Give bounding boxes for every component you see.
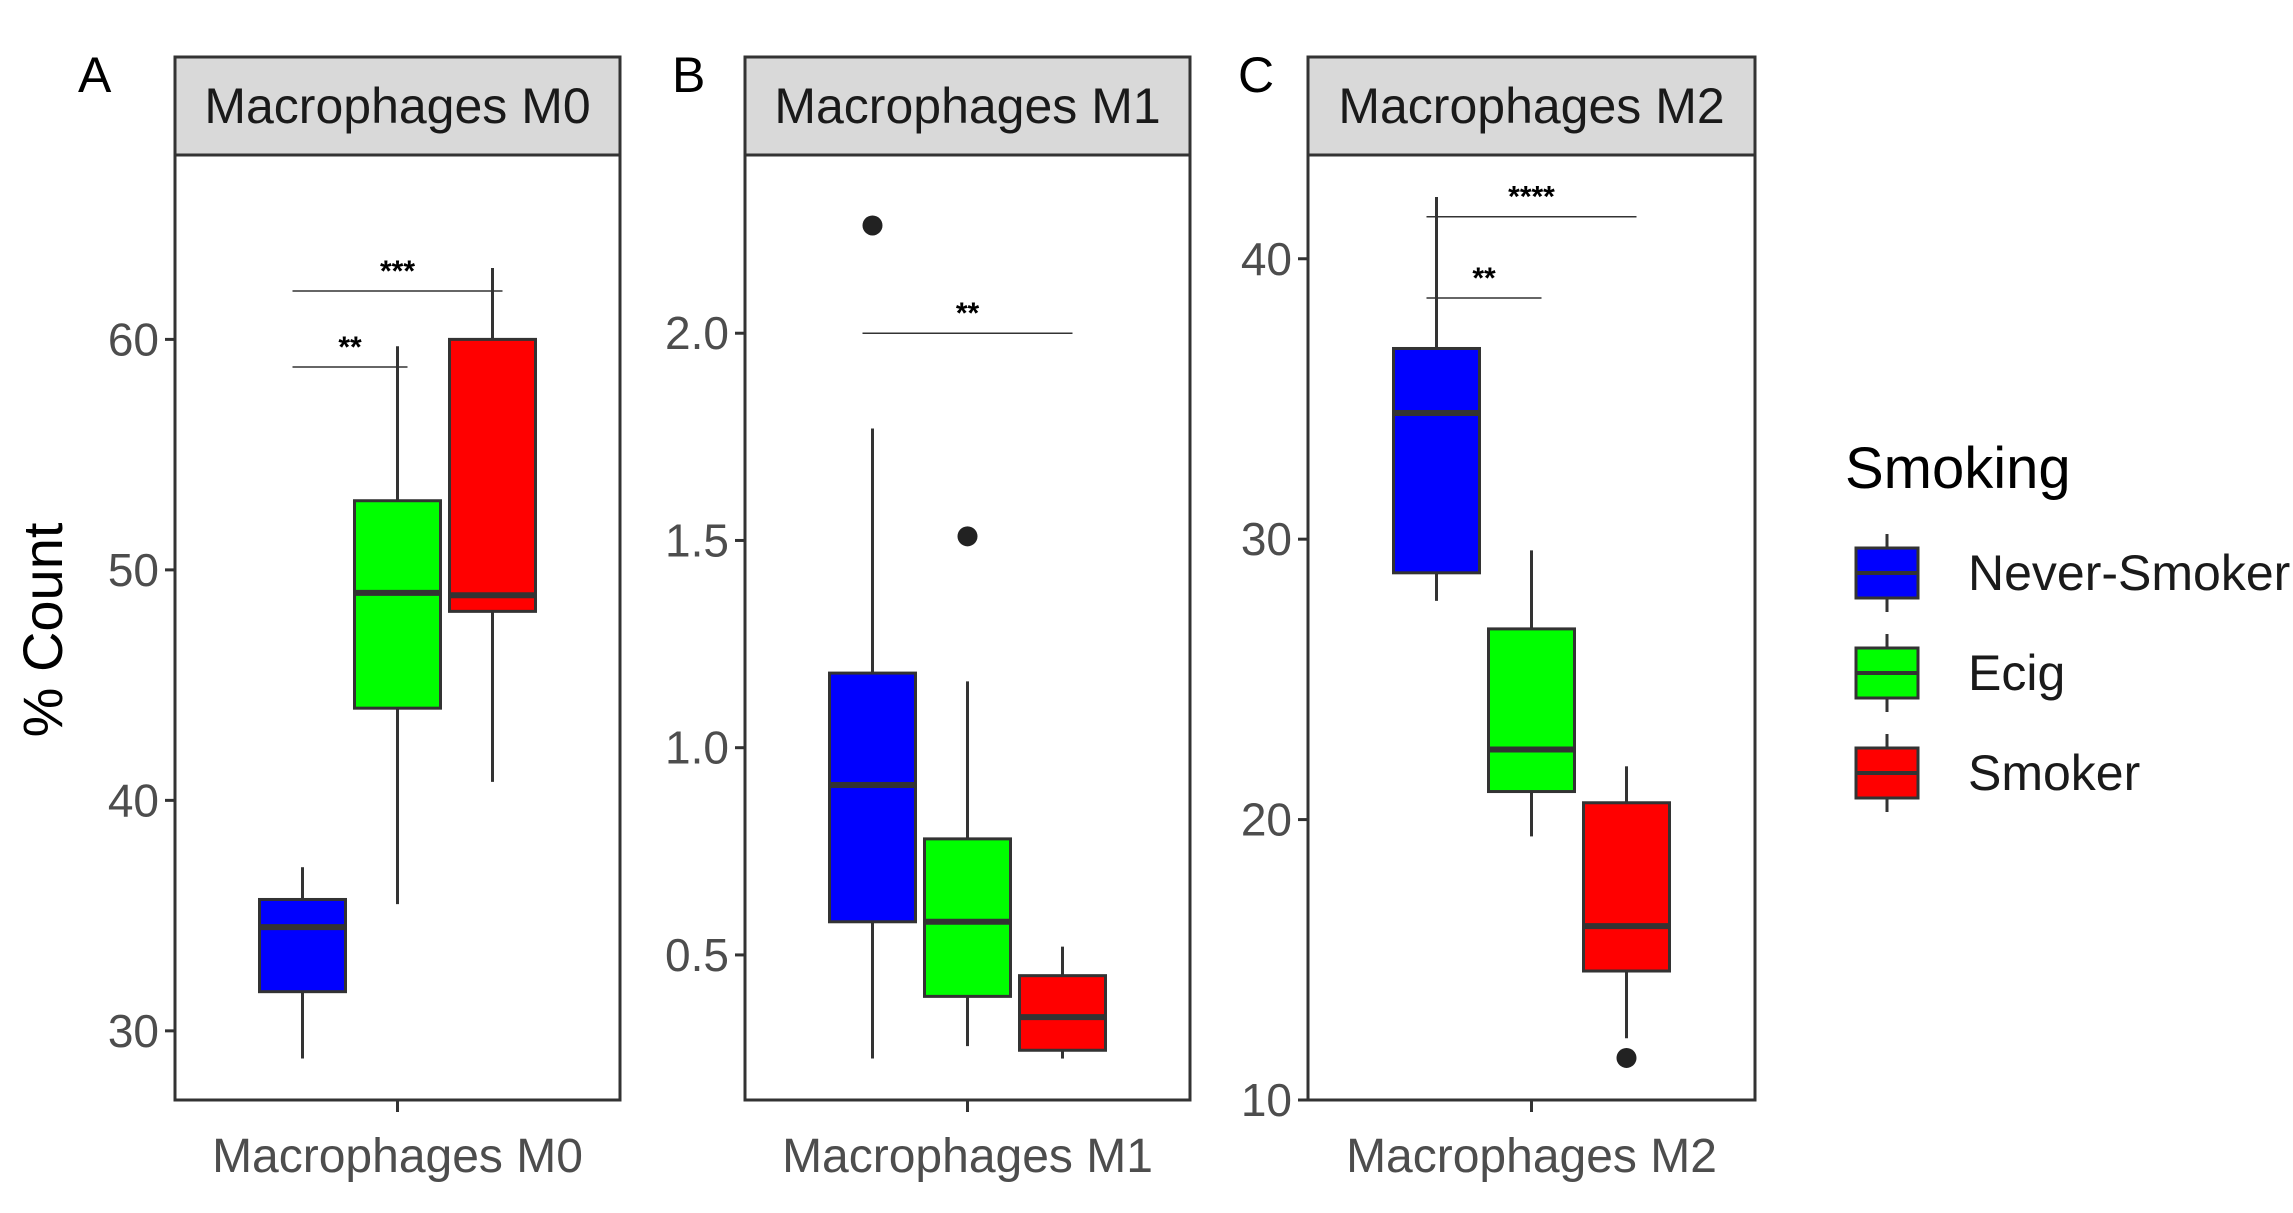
legend-label: Never-Smoker [1968,545,2290,601]
significance-label: ** [338,331,362,364]
box-ecig [923,526,1012,1047]
box-iqr [1487,627,1576,794]
y-tick-label: 0.5 [665,929,729,981]
box-never-smoker [1392,197,1481,601]
box-smoker [1018,946,1107,1059]
panel-b: B Macrophages M1 0.5 1.0 1.5 2.0 Macrophages M… [665,47,1192,1183]
y-tick-label: 40 [1241,233,1292,285]
y-tick-label: 20 [1241,794,1292,846]
legend-label: Smoker [1968,745,2140,801]
x-tick-label: Macrophages M0 [212,1130,583,1183]
outlier-point [957,526,978,547]
legend-label: Ecig [1968,645,2065,701]
legend-item: Never-Smoker [1854,534,2290,612]
significance-label: **** [1508,181,1555,214]
box-iqr [1018,974,1107,1052]
y-tick-label: 40 [108,774,159,826]
strip-header [1306,55,1757,157]
strip-title: Macrophages M2 [1338,78,1724,134]
box-iqr [353,499,442,710]
y-tick-label: 1.0 [665,722,729,774]
box-iqr [1392,346,1481,575]
outlier-point [1616,1047,1637,1068]
box-iqr [1582,801,1671,973]
y-tick-label: 60 [108,313,159,365]
x-tick-label: Macrophages M2 [1346,1130,1717,1183]
y-tick-label: 2.0 [665,307,729,359]
significance-label: ** [1472,262,1496,295]
panel-letter: A [78,47,112,103]
x-tick-label: Macrophages M1 [782,1130,1153,1183]
box-iqr [448,337,537,613]
box-iqr [258,897,347,994]
y-tick-label: 30 [1241,513,1292,565]
box-ecig [353,346,442,905]
box-never-smoker [828,215,917,1059]
box-smoker [1582,766,1671,1068]
strip-header [173,55,622,157]
significance-label: ** [956,297,980,330]
box-iqr [923,837,1012,998]
y-tick-label: 10 [1241,1074,1292,1126]
box-iqr [828,671,917,924]
y-tick-label: 50 [108,544,159,596]
y-tick-label: 30 [108,1005,159,1057]
strip-title: Macrophages M1 [774,78,1160,134]
box-ecig [1487,550,1576,837]
panel-letter: B [672,47,705,103]
box-never-smoker [258,867,347,1059]
panel-letter: C [1238,47,1274,103]
legend-item: Smoker [1854,734,2140,812]
strip-title: Macrophages M0 [204,78,590,134]
legend-title: Smoking [1845,436,2071,501]
outlier-point [862,215,883,236]
strip-header [743,55,1192,157]
legend: Smoking Never-Smoker Ecig Smoker [1845,436,2290,812]
y-axis-label: % Count [11,522,74,737]
y-tick-label: 1.5 [665,514,729,566]
significance-label: *** [380,255,415,288]
box-smoker [448,267,537,782]
legend-item: Ecig [1854,634,2065,712]
